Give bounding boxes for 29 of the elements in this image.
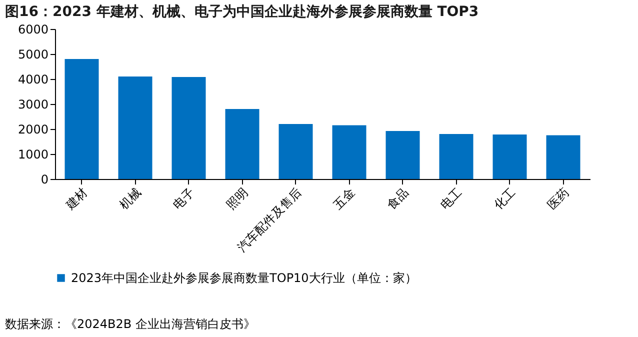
y-tick-label: 4000 <box>18 72 48 86</box>
bar <box>386 131 420 179</box>
bar <box>172 77 206 179</box>
x-tick-label: 医药 <box>544 185 572 212</box>
x-tick-label: 电工 <box>438 185 465 212</box>
bar <box>492 134 527 179</box>
x-tick-label: 电子 <box>170 185 198 212</box>
legend-label: 2023年中国企业赴外参展参展商数量TOP10大行业（单位：家） <box>71 271 417 285</box>
y-tick-label: 5000 <box>18 48 48 62</box>
y-tick-label: 1000 <box>18 148 48 162</box>
y-tick-label: 6000 <box>18 22 48 36</box>
bar <box>278 124 313 179</box>
x-tick-label: 五金 <box>330 185 358 212</box>
bar <box>118 76 152 179</box>
bar <box>332 125 366 179</box>
x-tick-label: 食品 <box>384 185 412 212</box>
x-tick-label: 机械 <box>116 185 144 212</box>
chart-title: 图16：2023 年建材、机械、电子为中国企业赴海外参展参展商数量 TOP3 <box>5 3 479 20</box>
x-tick-label: 化工 <box>491 185 518 212</box>
y-tick-label: 3000 <box>18 98 48 112</box>
y-tick-label: 2000 <box>18 122 48 136</box>
bar <box>546 135 580 179</box>
x-tick-label: 建材 <box>62 185 90 213</box>
bar <box>64 59 99 179</box>
source-note: 数据来源：《2024B2B 企业出海营销白皮书》 <box>5 317 256 331</box>
bar <box>439 134 474 179</box>
x-tick-label: 照明 <box>224 185 251 212</box>
bar <box>225 109 260 179</box>
y-tick-label: 0 <box>40 172 48 186</box>
